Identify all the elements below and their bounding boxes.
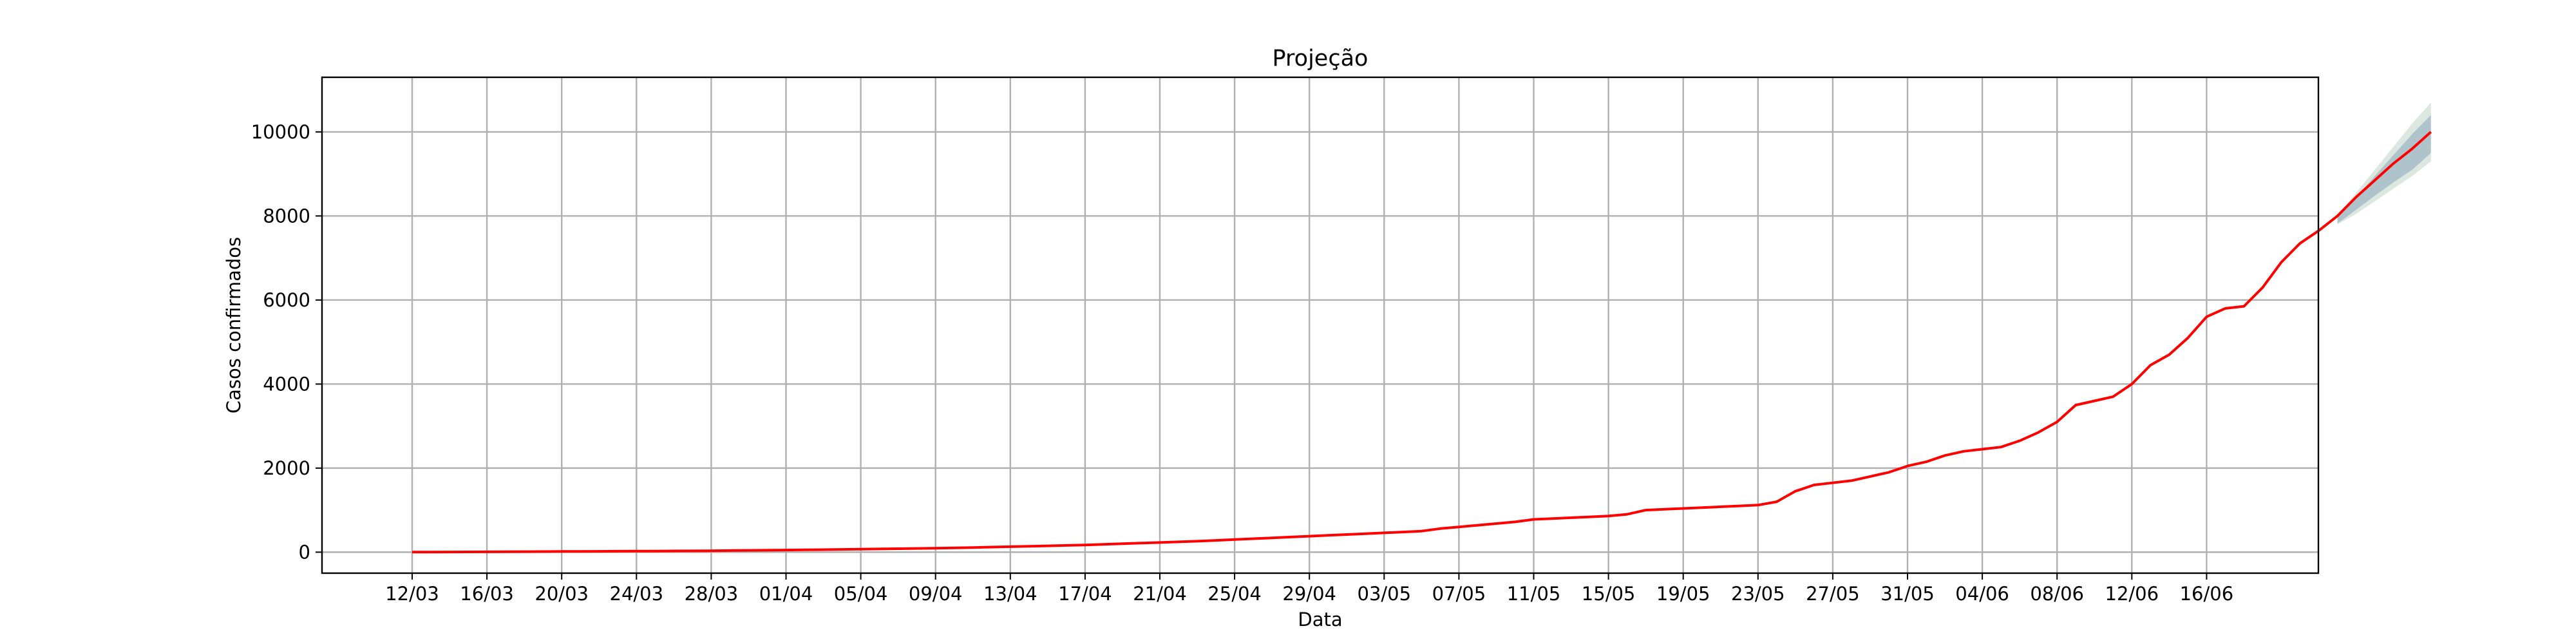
grid (322, 77, 2318, 573)
x-tick-label: 19/05 (1656, 583, 1710, 605)
y-axis-label: Casos confirmados (223, 237, 245, 413)
x-tick-label: 12/06 (2105, 583, 2159, 605)
x-tick-label: 07/05 (1432, 583, 1486, 605)
projection-band-inner (2337, 115, 2431, 224)
x-tick-label: 09/04 (909, 583, 963, 605)
x-tick-label: 01/04 (759, 583, 813, 605)
y-axis: 0 2000 4000 6000 8000 10000 (251, 121, 322, 563)
x-tick-label: 11/05 (1507, 583, 1561, 605)
x-tick-label: 16/06 (2180, 583, 2234, 605)
series-layer (412, 131, 2432, 554)
y-tick-label: 4000 (263, 373, 310, 395)
x-tick-label: 13/04 (983, 583, 1037, 605)
x-tick-label: 31/05 (1880, 583, 1935, 605)
y-tick-label: 6000 (263, 289, 310, 311)
y-tick-label: 10000 (251, 121, 310, 143)
x-tick-label: 23/05 (1731, 583, 1785, 605)
plot-area (321, 76, 2320, 574)
x-tick-label: 28/03 (685, 583, 739, 605)
x-tick-label: 27/05 (1806, 583, 1860, 605)
chart-title: Projeção (1273, 46, 1368, 71)
y-tick-label: 8000 (263, 205, 310, 227)
x-tick-label: 08/06 (2030, 583, 2084, 605)
x-tick-label: 04/06 (1955, 583, 2009, 605)
series-line (412, 131, 2432, 554)
x-tick-label: 29/04 (1282, 583, 1336, 605)
x-tick-label: 16/03 (460, 583, 514, 605)
y-tick-label: 2000 (263, 457, 310, 479)
x-tick-label: 17/04 (1058, 583, 1112, 605)
x-tick-label: 25/04 (1208, 583, 1262, 605)
x-tick-label: 12/03 (385, 583, 439, 605)
y-tick-label: 0 (299, 541, 310, 563)
x-tick-label: 03/05 (1358, 583, 1412, 605)
x-tick-label: 21/04 (1133, 583, 1187, 605)
x-axis: 12/03 16/03 20/03 24/03 28/03 01/04 05/04 09/04… (385, 573, 2233, 605)
x-tick-label: 15/05 (1582, 583, 1636, 605)
x-axis-label: Data (1298, 609, 1342, 630)
x-tick-label: 05/04 (834, 583, 888, 605)
x-tick-label: 24/03 (610, 583, 664, 605)
projection-bands (2337, 102, 2431, 225)
x-tick-label: 20/03 (535, 583, 589, 605)
